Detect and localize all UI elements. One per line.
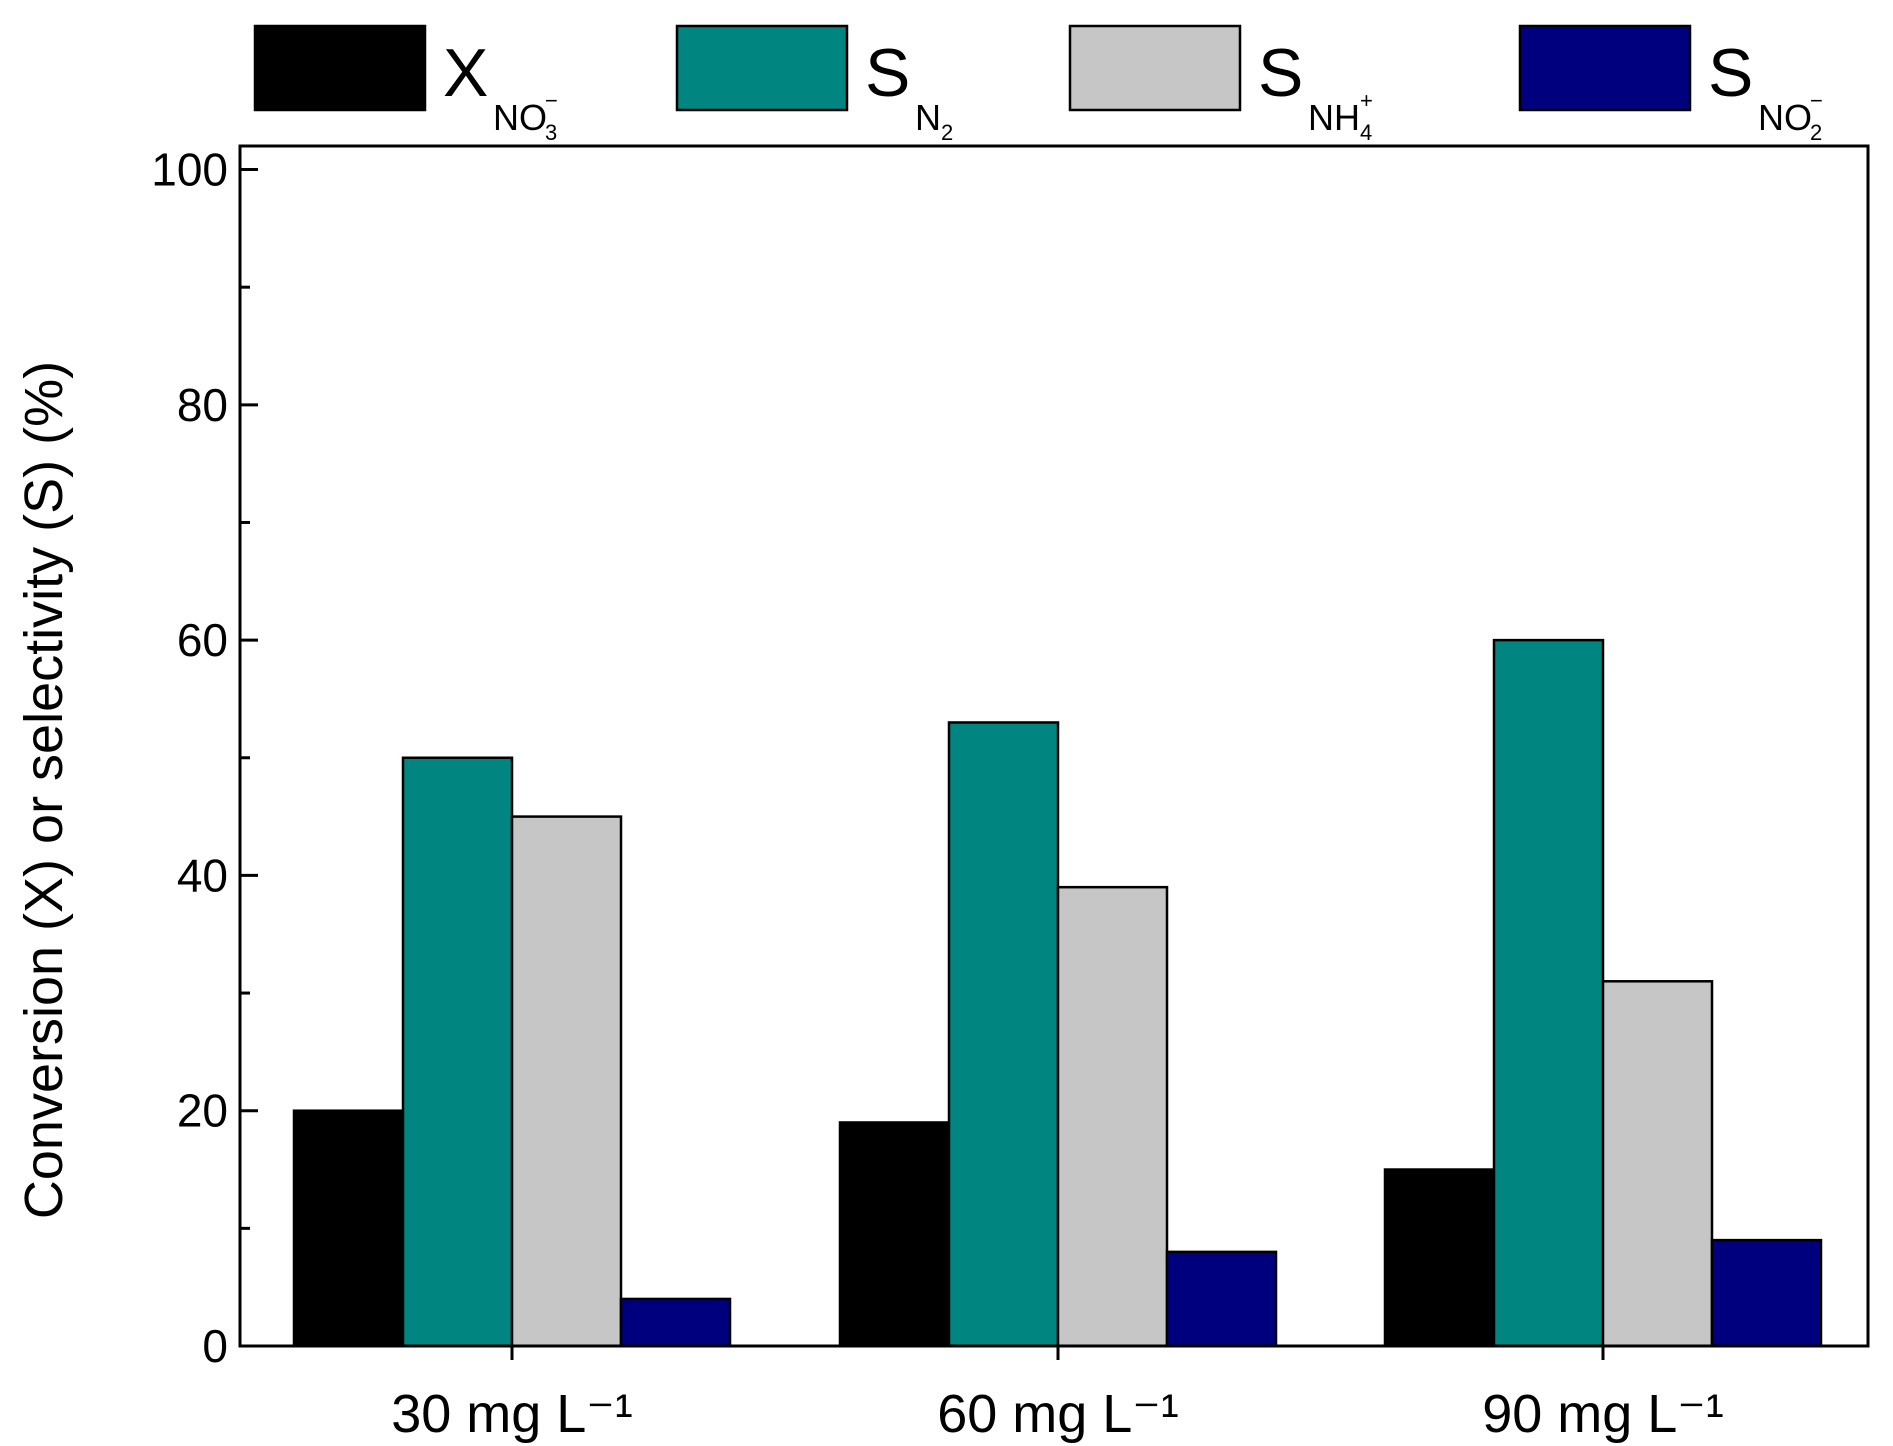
bar-X_NO3--1 bbox=[292, 1109, 405, 1348]
legend-sub-subscript: 2 bbox=[941, 120, 953, 145]
legend-sub-superscript: − bbox=[545, 88, 558, 113]
legend-item-S_NH4+: SNH 4 + bbox=[1068, 24, 1373, 145]
bar-X_NO3--3 bbox=[1383, 1168, 1496, 1348]
x-tick-label: 90 mg L⁻¹ bbox=[1482, 1384, 1724, 1444]
legend-swatch bbox=[253, 24, 427, 112]
legend-swatch bbox=[675, 24, 849, 112]
legend-subscript: N bbox=[915, 97, 941, 138]
legend-sub-subscript: 4 bbox=[1360, 120, 1372, 145]
legend-item-S_N2: SN 2 bbox=[675, 24, 953, 145]
bar-S_NH4+-1 bbox=[510, 815, 623, 1348]
bar-S_NH4+-3 bbox=[1601, 980, 1714, 1348]
legend-label: S bbox=[865, 35, 910, 111]
axes: 30 mg L⁻¹ 60 mg L⁻¹ 90 mg L⁻¹ 0 20 40 60 80 100 bbox=[151, 144, 1870, 1444]
bar-S_NO2--3 bbox=[1710, 1238, 1823, 1348]
y-tick-label: 80 bbox=[177, 379, 228, 431]
bar-S_N2-3 bbox=[1492, 638, 1605, 1348]
legend-label: S bbox=[1258, 35, 1303, 111]
bar-S_N2-1 bbox=[401, 756, 514, 1348]
x-tick-label: 60 mg L⁻¹ bbox=[937, 1384, 1179, 1444]
y-tick-label: 0 bbox=[202, 1320, 228, 1372]
legend-subscript: NO bbox=[1758, 97, 1812, 138]
bars bbox=[292, 638, 1823, 1348]
legend-swatch bbox=[1068, 24, 1242, 112]
y-axis-title: Conversion (X) or selectivity (S) (%) bbox=[14, 361, 74, 1219]
bar-S_NH4+-2 bbox=[1056, 885, 1169, 1348]
legend-label: S bbox=[1708, 35, 1753, 111]
bar-S_NO2--1 bbox=[619, 1297, 732, 1348]
bar-X_NO3--2 bbox=[838, 1121, 951, 1348]
y-tick-label: 100 bbox=[151, 144, 228, 196]
legend-sub-superscript: − bbox=[1810, 88, 1823, 113]
y-tick-label: 40 bbox=[177, 849, 228, 901]
y-tick-label: 60 bbox=[177, 614, 228, 666]
legend-sub-superscript: + bbox=[1360, 88, 1373, 113]
legend-subscript: NH bbox=[1308, 97, 1360, 138]
y-tick-label: 20 bbox=[177, 1085, 228, 1137]
legend-label: X bbox=[443, 35, 488, 111]
legend-sub-subscript: 2 bbox=[1810, 120, 1822, 145]
legend-subscript: NO bbox=[493, 97, 547, 138]
x-tick-label: 30 mg L⁻¹ bbox=[391, 1384, 633, 1444]
legend-swatch bbox=[1518, 24, 1692, 112]
plot-frame bbox=[238, 144, 1870, 1348]
bar-S_NO2--2 bbox=[1165, 1250, 1278, 1348]
bar-S_N2-2 bbox=[947, 721, 1060, 1348]
legend-sub-subscript: 3 bbox=[545, 120, 557, 145]
